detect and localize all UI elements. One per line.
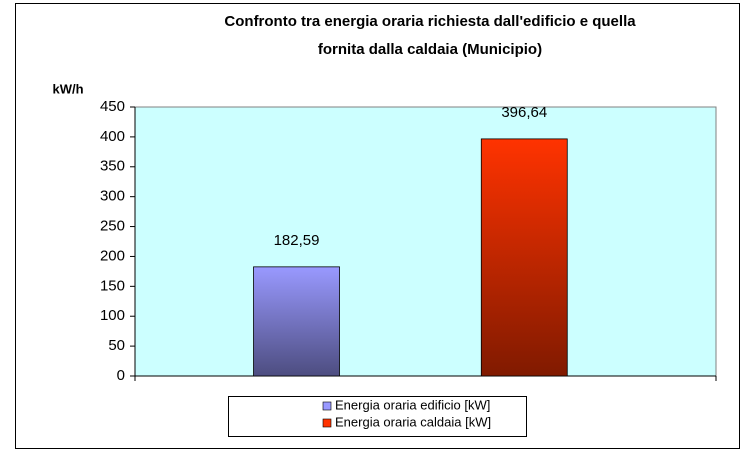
plot-area bbox=[134, 106, 717, 377]
y-axis-label: kW/h bbox=[52, 81, 83, 96]
legend-swatch bbox=[322, 418, 332, 428]
y-tick-label: 50 bbox=[108, 337, 125, 354]
y-tick-label: 200 bbox=[100, 247, 125, 264]
legend-swatch bbox=[322, 401, 332, 411]
y-tick-label: 0 bbox=[117, 367, 125, 384]
data-label: 396,64 bbox=[501, 104, 547, 121]
y-tick-label: 400 bbox=[100, 128, 125, 145]
data-label: 182,59 bbox=[274, 232, 320, 249]
legend-label: Energia oraria edificio [kW] bbox=[335, 397, 490, 412]
y-tick-label: 250 bbox=[100, 218, 125, 235]
legend-box bbox=[228, 396, 527, 437]
y-tick-label: 300 bbox=[100, 188, 125, 205]
y-tick-label: 100 bbox=[100, 307, 125, 324]
bar bbox=[480, 138, 568, 377]
y-tick-label: 350 bbox=[100, 158, 125, 175]
chart-title: Confronto tra energia oraria richiesta d… bbox=[224, 13, 636, 30]
chart-title: fornita dalla caldaia (Municipio) bbox=[318, 41, 542, 58]
y-tick-label: 150 bbox=[100, 277, 125, 294]
legend-label: Energia oraria caldaia [kW] bbox=[335, 414, 491, 429]
y-tick-label: 450 bbox=[100, 98, 125, 115]
bar bbox=[253, 266, 340, 377]
